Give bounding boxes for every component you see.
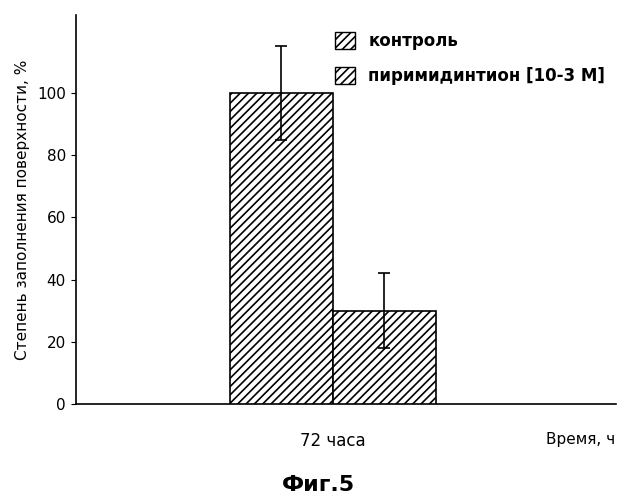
Text: 72 часа: 72 часа <box>300 432 366 450</box>
Y-axis label: Степень заполнения поверхности, %: Степень заполнения поверхности, % <box>15 60 30 360</box>
Text: Фиг.5: Фиг.5 <box>282 475 355 495</box>
Text: Время, ч: Время, ч <box>547 432 615 448</box>
Bar <box>333 311 436 404</box>
Bar <box>230 93 333 404</box>
Legend: контроль, пиримидинтион [10-3 М]: контроль, пиримидинтион [10-3 М] <box>327 24 613 93</box>
